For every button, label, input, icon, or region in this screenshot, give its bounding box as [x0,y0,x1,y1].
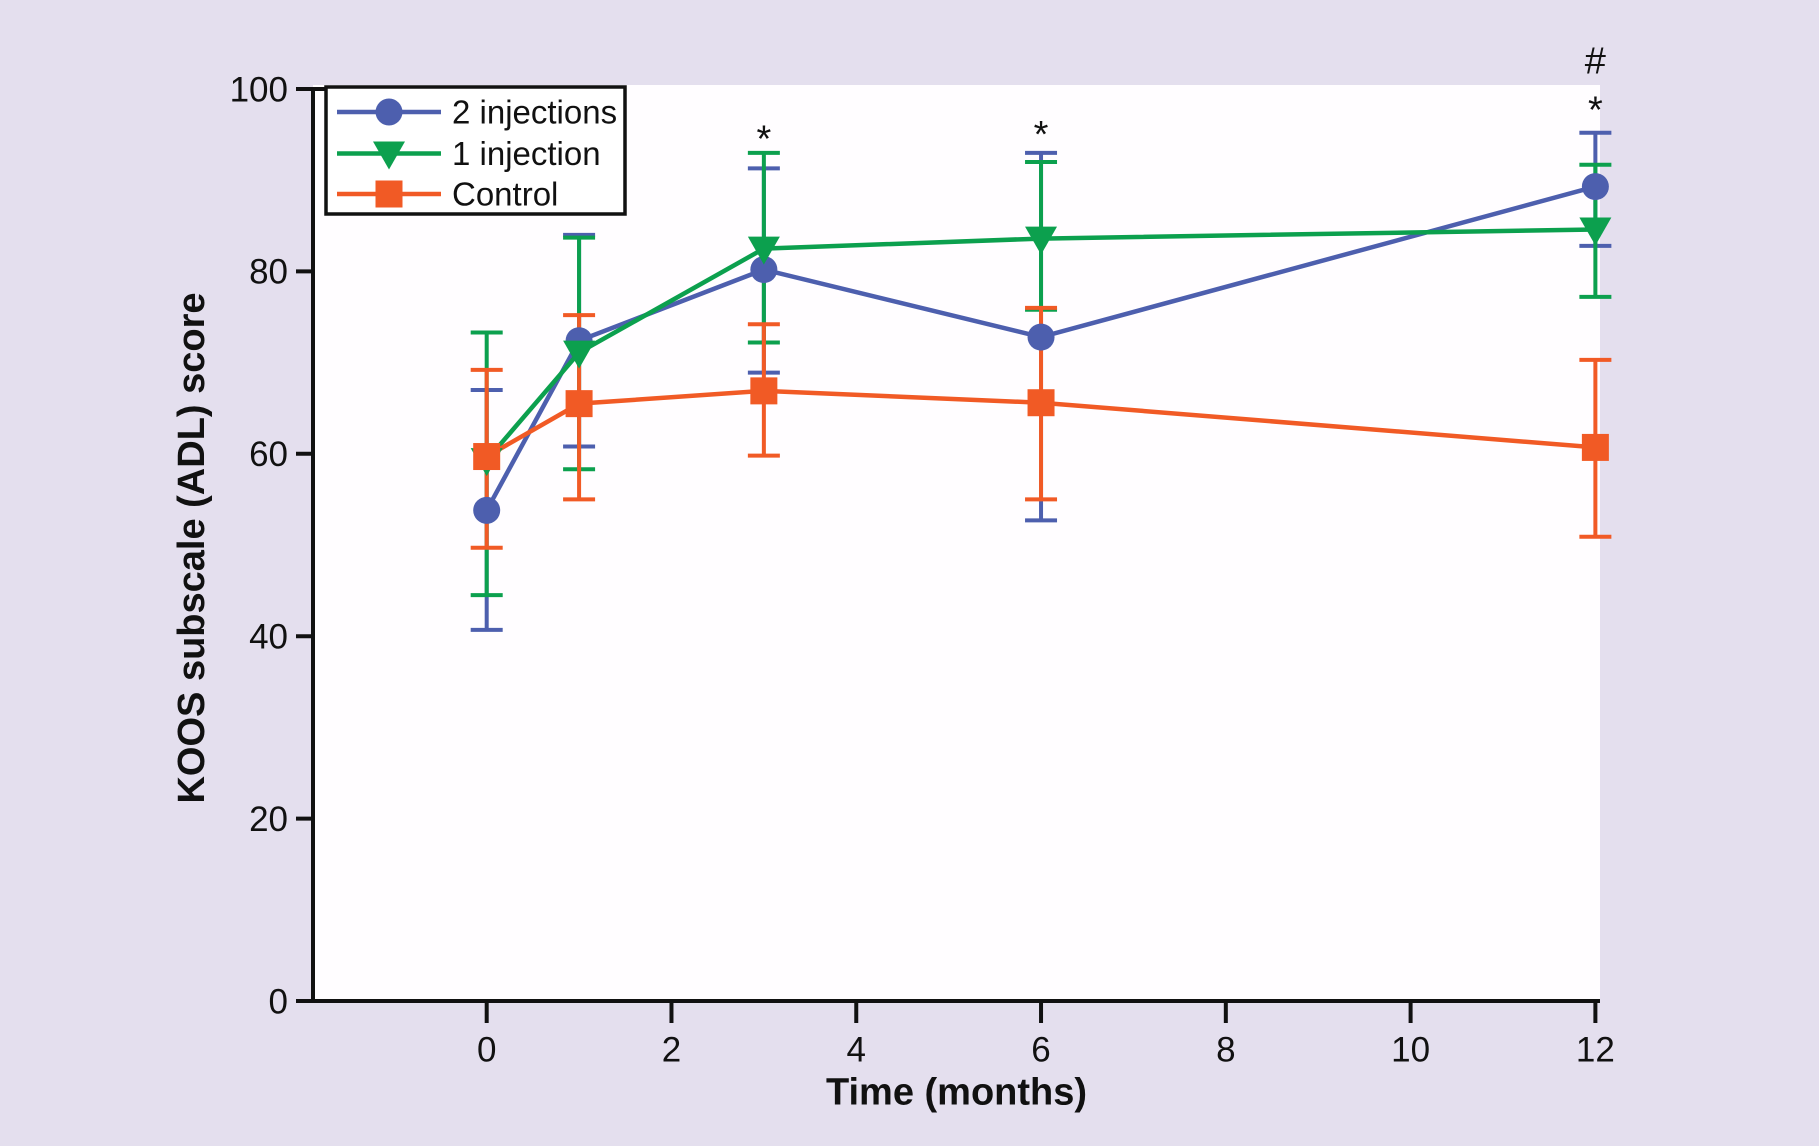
y-tick-label: 100 [230,70,288,109]
legend-marker-square [375,180,403,208]
y-tick-label: 40 [249,617,288,656]
legend-marker-triangle-down [373,141,405,170]
data-point-marker [750,256,778,284]
x-tick-label: 10 [1391,1030,1430,1069]
data-point-marker [473,443,501,471]
legend-label: Control [452,176,558,213]
data-point-marker [1581,173,1609,201]
significance-marker: * [1034,114,1049,156]
data-point-marker [563,340,596,369]
legend-label: 2 injections [452,94,617,131]
data-point-marker [1027,389,1055,417]
axes-ticks: 0 20 40 60 80 100 0 2 4 6 8 10 12 [230,70,1615,1069]
y-tick-label: 0 [269,982,288,1021]
data-point-marker [750,377,778,405]
legend-item-1-injection: 1 injection [337,135,601,172]
x-tick-label: 6 [1031,1030,1050,1069]
x-tick-label: 0 [477,1030,496,1069]
series-markers-control [473,377,1609,471]
data-point-marker [565,390,593,418]
legend-label: 1 injection [452,135,601,172]
x-tick-label: 8 [1216,1030,1235,1069]
y-tick-label: 80 [249,253,288,292]
significance-marker: # [1585,40,1606,82]
data-point-marker [1579,217,1612,246]
data-point-marker [473,496,501,524]
significance-marker: * [1588,89,1603,131]
legend-item-2-injections: 2 injections [337,94,617,131]
x-tick-label: 12 [1576,1030,1615,1069]
data-point-marker [747,236,780,265]
y-axis-title: KOOS subscale (ADL) score [171,292,213,803]
data-point-marker [1027,323,1055,351]
data-point-marker [1025,226,1058,255]
legend: 2 injections 1 injection Control [324,85,627,216]
data-point-marker [1581,433,1609,461]
legend-item-control: Control [337,176,558,213]
y-tick-label: 20 [249,800,288,839]
significance-marker: * [756,119,771,161]
x-tick-label: 4 [847,1030,866,1069]
legend-marker-circle [375,98,403,126]
y-tick-label: 60 [249,435,288,474]
x-tick-label: 2 [662,1030,681,1069]
plot-area [313,85,1600,1003]
x-axis-title: Time (months) [826,1071,1087,1113]
